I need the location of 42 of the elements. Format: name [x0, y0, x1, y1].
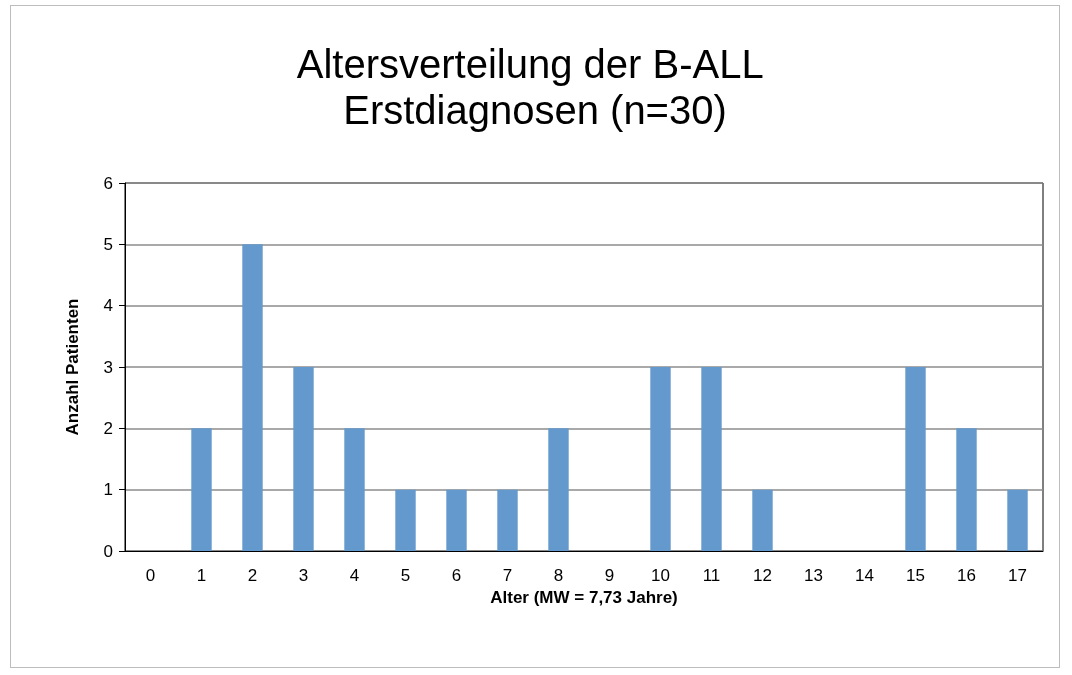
chart-title: Altersverteilung der B-ALL Erstdiagnosen (n=30)	[296, 42, 774, 132]
bar	[650, 367, 671, 551]
y-tick-label: 2	[103, 418, 113, 438]
x-tick-label: 6	[451, 566, 462, 585]
x-tick-label: 3	[298, 566, 309, 585]
bar	[548, 428, 569, 551]
y-axis-title: Anzahl Patienten	[63, 298, 82, 436]
x-axis-title: Alter (MW = 7,73 Jahre)	[490, 587, 678, 607]
bar	[1007, 489, 1028, 551]
x-tick-label: 0	[145, 566, 156, 585]
y-tick-label: 1	[103, 480, 113, 500]
y-tick-label: 4	[103, 296, 113, 316]
x-tick-label: 12	[753, 566, 772, 585]
x-tick-label: 13	[804, 566, 823, 585]
bar	[395, 489, 416, 551]
x-tick-label: 10	[651, 566, 670, 585]
x-tick-label: 2	[247, 566, 258, 585]
bar	[701, 367, 722, 551]
x-tick-label: 7	[502, 566, 513, 585]
bar	[344, 428, 365, 551]
bar	[497, 489, 518, 551]
x-tick-label: 11	[702, 566, 721, 585]
y-tick-label: 5	[103, 234, 113, 254]
bar	[446, 489, 467, 551]
y-tick-label: 0	[103, 541, 113, 561]
bar	[752, 489, 773, 551]
bar	[242, 244, 263, 551]
x-tick-label: 15	[906, 566, 925, 585]
bar	[905, 367, 926, 551]
y-tick-label: 6	[103, 173, 113, 193]
x-tick-label: 14	[855, 566, 874, 585]
x-tick-label: 16	[957, 566, 976, 585]
x-tick-label: 1	[196, 566, 207, 585]
bar	[956, 428, 977, 551]
bar	[191, 428, 212, 551]
x-tick-label: 9	[604, 566, 615, 585]
x-tick-label: 4	[349, 566, 360, 585]
bar	[293, 367, 314, 551]
y-tick-label: 3	[103, 357, 113, 377]
x-tick-label: 5	[400, 566, 411, 585]
x-tick-label: 8	[553, 566, 564, 585]
x-tick-label: 17	[1008, 566, 1027, 585]
